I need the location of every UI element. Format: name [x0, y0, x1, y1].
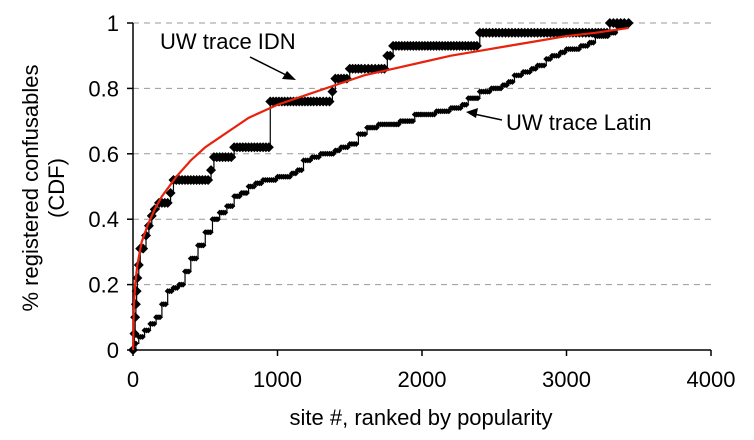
y-tick-label-2: 0.4 [88, 207, 119, 232]
point-latin-114 [353, 140, 360, 147]
y-tick-label-3: 0.6 [88, 142, 119, 167]
point-latin-10 [151, 320, 158, 327]
point-latin-176 [474, 95, 481, 102]
point-latin-0 [130, 347, 136, 353]
point-latin-25 [180, 281, 187, 288]
point-latin-209 [541, 62, 548, 69]
tick-labels: 0 0.2 0.4 0.6 0.8 1 0 1000 2000 3000 4000 [88, 11, 735, 392]
point-latin-194 [509, 78, 516, 85]
y-tick-label-0: 0 [107, 338, 119, 363]
point-idn-2 [130, 312, 141, 323]
point-idn-16 [162, 197, 173, 208]
point-latin-88 [298, 167, 305, 174]
annotation-idn-label: UW trace IDN [160, 29, 296, 54]
annotation-latin-label: UW trace Latin [506, 110, 652, 135]
x-axis-title: site #, ranked by popularity [290, 405, 553, 430]
point-idn-51 [263, 142, 274, 153]
series-line-fit [132, 26, 629, 351]
point-idn-31 [206, 165, 217, 176]
point-latin-36 [200, 242, 207, 249]
point-latin-170 [463, 101, 470, 108]
point-latin-32 [193, 255, 200, 262]
point-latin-28 [185, 268, 192, 275]
point-idn-17 [165, 188, 176, 199]
x-tick-label-4: 4000 [687, 367, 736, 392]
point-latin-16 [162, 301, 169, 308]
x-tick-label-0: 0 [127, 367, 139, 392]
point-latin-13 [156, 314, 163, 321]
y-tick-label-1: 0.2 [88, 273, 119, 298]
point-idn-122 [471, 40, 482, 51]
point-latin-52 [229, 203, 236, 210]
point-latin-40 [207, 229, 214, 236]
point-latin-143 [409, 118, 416, 125]
point-idn-73 [327, 86, 338, 97]
x-tick-label-3: 3000 [542, 367, 591, 392]
y-axis-title-line1: % registered confusables [18, 64, 43, 311]
series-latin [130, 20, 631, 353]
point-idn-72 [324, 96, 335, 107]
annotation-latin-arrow [466, 108, 503, 121]
point-latin-7 [145, 327, 152, 334]
series-idn [128, 18, 634, 355]
series [128, 18, 634, 355]
gridlines [133, 22, 711, 286]
point-latin-250 [624, 20, 631, 26]
point-latin-48 [222, 209, 229, 216]
annotation-idn-arrow [249, 56, 296, 80]
point-idn-30 [203, 174, 214, 185]
y-tick-label-5: 1 [107, 11, 119, 36]
point-latin-244 [612, 29, 619, 36]
point-idn-38 [226, 152, 237, 163]
x-tick-label-1: 1000 [253, 367, 302, 392]
y-axis-title-line2: (CDF) [44, 158, 69, 218]
y-axis-title: % registered confusables (CDF) [18, 64, 69, 311]
point-idn-92 [385, 50, 396, 61]
point-latin-233 [590, 39, 597, 46]
x-tick-label-2: 2000 [398, 367, 447, 392]
series-fit [132, 26, 629, 351]
point-latin-118 [361, 131, 368, 138]
point-latin-44 [214, 216, 221, 223]
point-latin-4 [139, 333, 146, 340]
point-latin-60 [243, 190, 250, 197]
axes [127, 22, 712, 356]
point-latin-1 [132, 340, 139, 347]
y-tick-label-4: 0.8 [88, 76, 119, 101]
